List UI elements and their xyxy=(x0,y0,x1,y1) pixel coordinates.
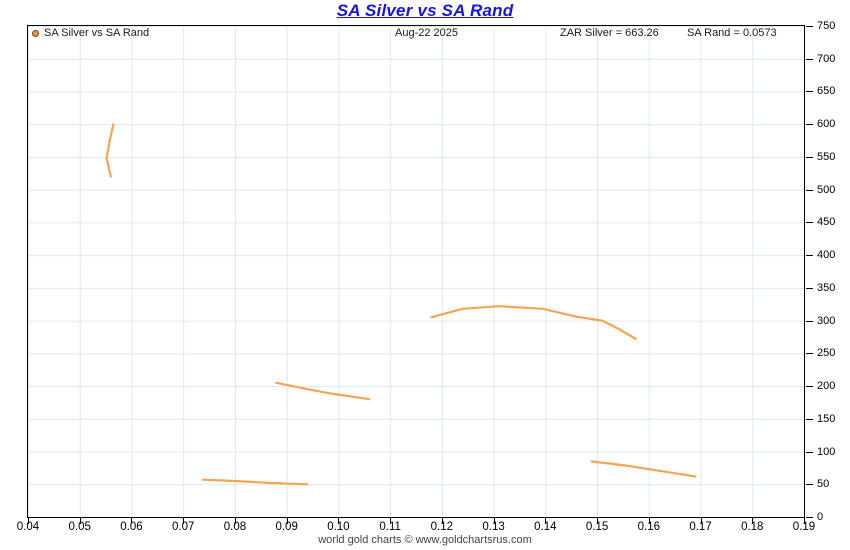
gridlines xyxy=(28,26,804,517)
y-axis-tick xyxy=(806,91,813,93)
x-axis-label: 0.17 xyxy=(689,521,712,533)
x-axis-label: 0.13 xyxy=(482,521,505,533)
y-axis-label: 0 xyxy=(817,511,824,523)
x-axis-tick xyxy=(79,518,81,524)
y-axis-tick xyxy=(806,58,813,60)
connector-trails xyxy=(105,123,697,486)
y-axis-label: 350 xyxy=(817,281,836,294)
x-axis-tick xyxy=(648,518,650,524)
y-axis-tick xyxy=(806,451,813,453)
x-axis-label: 0.09 xyxy=(275,521,298,533)
x-axis-label: 0.12 xyxy=(430,521,454,533)
connector-line xyxy=(275,381,371,401)
x-axis-tick xyxy=(183,518,185,524)
y-axis-tick xyxy=(806,386,813,388)
y-axis-tick xyxy=(806,255,813,257)
y-axis-tick xyxy=(806,418,813,420)
x-axis-label: 0.18 xyxy=(741,521,764,533)
x-axis-tick xyxy=(234,518,236,524)
x-axis-tick xyxy=(752,518,754,524)
y-axis-label: 150 xyxy=(817,412,836,425)
x-axis-label: 0.05 xyxy=(68,521,91,533)
x-axis-tick xyxy=(804,518,805,524)
y-axis-label: 250 xyxy=(817,347,836,360)
y-axis-label: 550 xyxy=(817,150,836,163)
y-axis-label: 400 xyxy=(817,249,836,262)
y-axis-tick xyxy=(806,484,813,486)
x-axis-tick xyxy=(700,518,702,524)
x-axis-label: 0.04 xyxy=(16,521,40,533)
scatter-plot-canvas xyxy=(28,26,804,517)
connector-line xyxy=(105,123,115,178)
y-axis-tick xyxy=(806,156,813,158)
y-axis-label: 300 xyxy=(817,314,836,327)
x-axis-label: 0.16 xyxy=(637,521,660,533)
x-axis-tick xyxy=(286,518,288,524)
y-axis-tick xyxy=(806,320,813,322)
x-axis-label: 0.07 xyxy=(171,521,195,533)
connector-line xyxy=(201,478,309,486)
y-axis-tick xyxy=(806,353,813,355)
x-axis-tick xyxy=(131,518,133,524)
x-axis-label: 0.19 xyxy=(792,521,816,533)
x-axis-label: 0.06 xyxy=(120,521,143,533)
x-axis-label: 0.11 xyxy=(379,521,401,533)
y-axis-tick xyxy=(806,517,813,518)
y-axis-tick xyxy=(806,189,813,191)
x-axis-tick xyxy=(28,518,29,524)
x-axis-label: 0.14 xyxy=(534,521,557,533)
x-axis-tick xyxy=(493,518,495,524)
y-axis-label: 650 xyxy=(817,85,836,98)
x-axis-label: 0.10 xyxy=(327,521,350,533)
x-axis-tick xyxy=(441,518,443,524)
plot-area[interactable] xyxy=(27,25,805,518)
y-axis-tick xyxy=(806,222,813,224)
y-axis-label: 500 xyxy=(817,183,836,196)
page-title: SA Silver vs SA Rand xyxy=(336,1,514,20)
connector-line xyxy=(430,305,637,340)
y-axis-label: 200 xyxy=(817,380,836,393)
x-axis-label: 0.08 xyxy=(223,521,247,533)
y-axis-label: 700 xyxy=(817,52,836,65)
x-axis-tick xyxy=(597,518,599,524)
y-axis-tick xyxy=(806,287,813,289)
connector-line xyxy=(590,460,697,478)
x-axis-tick xyxy=(338,518,340,524)
y-axis-tick xyxy=(806,26,813,27)
y-axis-label: 750 xyxy=(817,20,836,32)
x-axis-tick xyxy=(545,518,547,524)
y-axis-label: 50 xyxy=(817,478,830,491)
y-axis-label: 600 xyxy=(817,118,836,131)
y-axis-label: 450 xyxy=(817,216,836,229)
x-axis-tick xyxy=(390,518,392,524)
footer-credit: world gold charts © www.goldchartsrus.co… xyxy=(318,534,532,546)
y-axis-label: 100 xyxy=(817,445,836,458)
x-axis-label: 0.15 xyxy=(585,521,609,533)
y-axis-tick xyxy=(806,124,813,126)
